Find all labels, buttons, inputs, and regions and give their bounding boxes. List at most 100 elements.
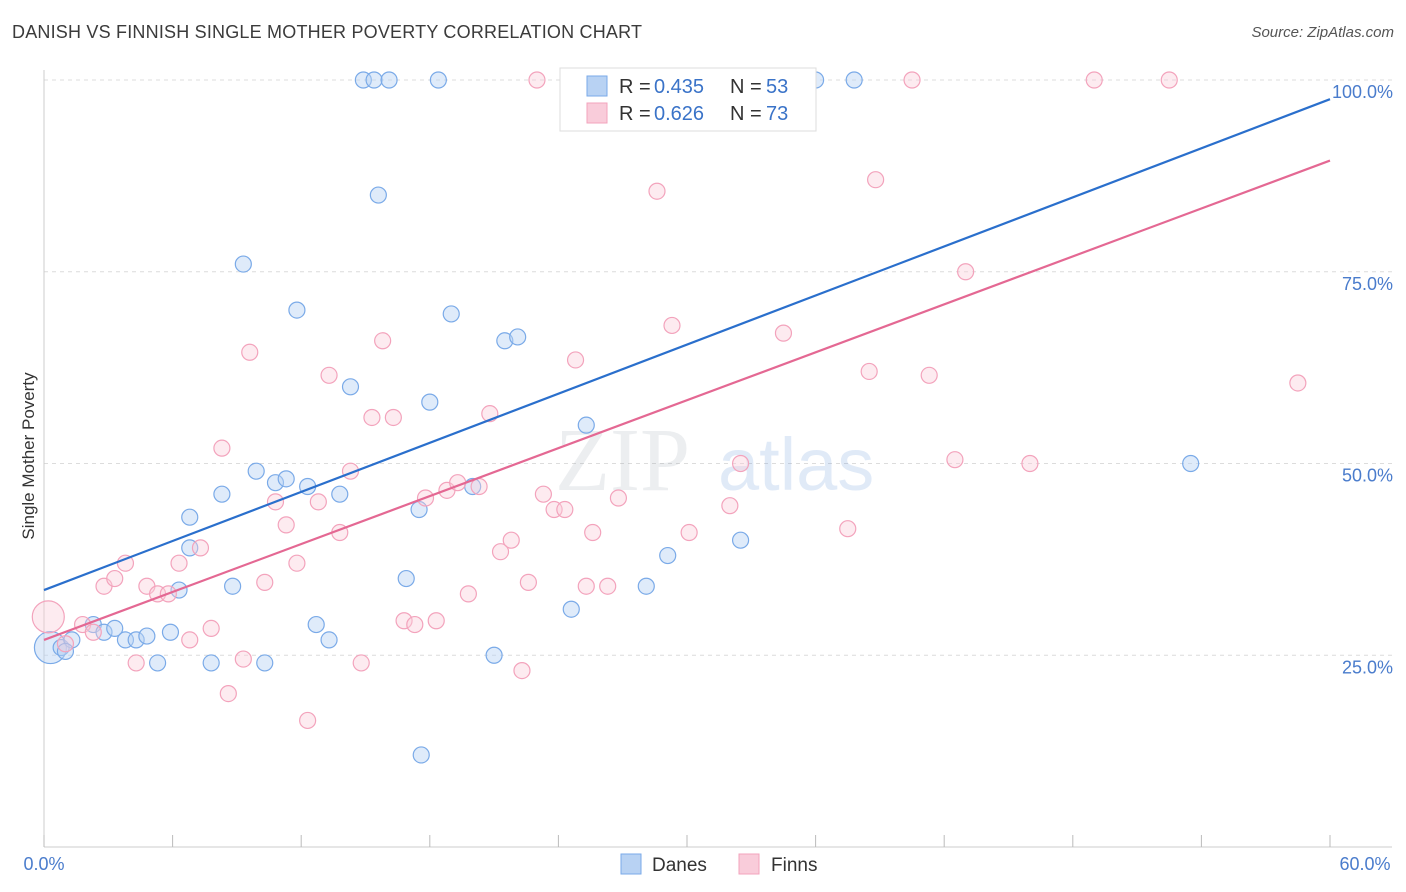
finns-point-64 bbox=[903, 71, 921, 89]
finns-point-71 bbox=[1289, 374, 1307, 392]
danes-point-26 bbox=[331, 485, 349, 503]
finns-point-29 bbox=[363, 408, 381, 427]
finns-point-61 bbox=[839, 520, 857, 538]
danes-point-22 bbox=[288, 301, 306, 319]
y-tick-label-50: 50.0% bbox=[1342, 466, 1393, 486]
y-axis-label: Single Mother Poverty bbox=[19, 372, 38, 540]
danes-point-37 bbox=[442, 305, 460, 323]
finns-point-23 bbox=[299, 711, 317, 730]
danes-point-29 bbox=[365, 71, 383, 89]
danes-point-19 bbox=[256, 654, 274, 672]
danes-point-42 bbox=[562, 600, 580, 618]
legend-danes-swatch bbox=[620, 853, 642, 875]
x-tick-label-min: 0.0% bbox=[23, 854, 64, 874]
danes-point-48 bbox=[731, 531, 750, 549]
finns-swatch bbox=[586, 102, 608, 124]
y-tick-label-25: 25.0% bbox=[1342, 657, 1393, 677]
danes-point-47 bbox=[659, 546, 677, 565]
danes-point-25 bbox=[320, 631, 338, 649]
finns-point-65 bbox=[920, 366, 938, 384]
finns-point-33 bbox=[406, 615, 424, 634]
y-tick-label-100: 100.0% bbox=[1332, 82, 1393, 102]
finns-point-69 bbox=[1085, 71, 1103, 89]
finns-point-45 bbox=[534, 485, 552, 503]
finns-point-59 bbox=[774, 324, 793, 342]
finns-point-48 bbox=[566, 351, 585, 369]
danes-r-value: 0.435 bbox=[654, 76, 704, 98]
x-tick-label-max: 60.0% bbox=[1339, 854, 1390, 874]
danes-point-27 bbox=[341, 378, 360, 396]
series-legend: Danes Finns bbox=[620, 853, 817, 876]
danes-point-5 bbox=[106, 619, 124, 638]
danes-point-34 bbox=[412, 746, 430, 764]
finns-point-68 bbox=[1021, 454, 1039, 473]
y-tick-labels: 25.0% 50.0% 75.0% 100.0% bbox=[1332, 82, 1393, 677]
finns-point-24 bbox=[309, 493, 327, 511]
finns-point-52 bbox=[609, 489, 628, 507]
finns-point-1 bbox=[56, 635, 75, 653]
finns-point-25 bbox=[320, 366, 338, 384]
legend-finns-label: Finns bbox=[771, 855, 817, 876]
finns-point-70 bbox=[1160, 71, 1178, 89]
danes-swatch bbox=[586, 75, 608, 97]
danes-point-24 bbox=[307, 615, 325, 634]
finns-point-54 bbox=[528, 71, 546, 89]
finns-point-49 bbox=[577, 577, 595, 595]
finns-point-47 bbox=[556, 500, 574, 519]
svg-text:ZIP: ZIP bbox=[555, 411, 690, 510]
finns-point-51 bbox=[599, 577, 617, 595]
scatter-points bbox=[31, 71, 1307, 764]
finns-point-57 bbox=[721, 497, 739, 515]
legend-finns-swatch bbox=[738, 853, 760, 875]
danes-point-7 bbox=[127, 631, 145, 649]
danes-point-51 bbox=[1182, 454, 1200, 473]
axes bbox=[43, 70, 1392, 848]
danes-point-21 bbox=[277, 470, 295, 488]
finns-r-label: R = bbox=[619, 103, 651, 125]
finns-point-0 bbox=[31, 600, 65, 634]
finns-point-62 bbox=[860, 362, 878, 381]
danes-point-9 bbox=[148, 654, 167, 672]
finns-point-16 bbox=[219, 684, 237, 703]
finns-point-7 bbox=[127, 654, 145, 672]
finns-point-18 bbox=[241, 343, 259, 361]
danes-point-14 bbox=[202, 654, 220, 672]
finns-point-56 bbox=[680, 523, 698, 542]
finns-point-5 bbox=[106, 569, 124, 588]
danes-point-32 bbox=[397, 569, 415, 588]
legend-danes-label: Danes bbox=[652, 855, 707, 876]
finns-point-63 bbox=[867, 171, 885, 189]
chart-source: Source: ZipAtlas.com bbox=[1251, 24, 1394, 41]
finns-r-value: 0.626 bbox=[654, 103, 704, 125]
finns-point-67 bbox=[957, 263, 975, 281]
danes-point-16 bbox=[224, 577, 242, 595]
danes-point-46 bbox=[637, 577, 655, 595]
danes-trend-line bbox=[43, 98, 1331, 592]
finns-point-41 bbox=[491, 543, 510, 561]
finns-point-3 bbox=[84, 623, 102, 641]
finns-point-11 bbox=[170, 554, 188, 572]
x-ticks bbox=[43, 835, 1331, 847]
finns-point-35 bbox=[427, 612, 445, 630]
finns-point-13 bbox=[191, 539, 210, 557]
finns-point-14 bbox=[202, 619, 220, 638]
finns-point-32 bbox=[395, 612, 413, 630]
stats-legend: R = 0.435 N = 53 R = 0.626 N = 73 bbox=[559, 67, 817, 132]
danes-point-20 bbox=[266, 474, 285, 492]
finns-point-6 bbox=[116, 554, 135, 572]
danes-point-17 bbox=[234, 255, 252, 273]
finns-point-42 bbox=[502, 531, 520, 549]
finns-point-31 bbox=[384, 408, 402, 427]
finns-point-55 bbox=[663, 316, 681, 335]
danes-point-18 bbox=[247, 462, 265, 480]
chart-title: DANISH VS FINNISH SINGLE MOTHER POVERTY … bbox=[12, 22, 643, 42]
finns-point-21 bbox=[277, 516, 295, 534]
finns-point-58 bbox=[731, 454, 750, 473]
trend-lines bbox=[43, 98, 1331, 641]
finns-point-15 bbox=[213, 439, 231, 457]
finns-trend-line bbox=[43, 159, 1331, 641]
danes-point-39 bbox=[485, 646, 503, 664]
danes-point-41 bbox=[509, 328, 527, 346]
finns-n-value: 73 bbox=[766, 103, 788, 125]
